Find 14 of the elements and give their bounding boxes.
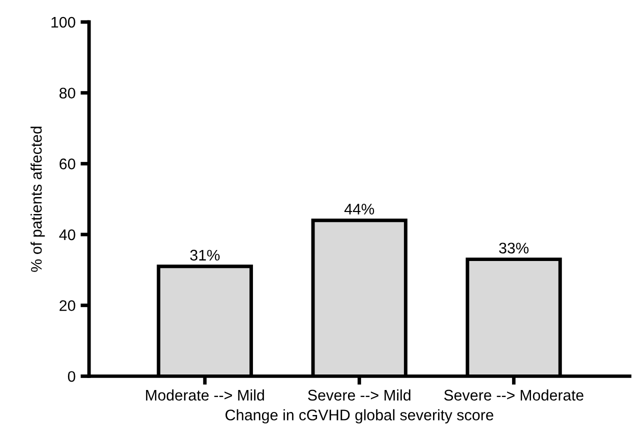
y-tick-label: 100 [52,16,76,28]
x-axis-title: Change in cGVHD global severity score [226,409,494,424]
y-tick-label: 60 [60,158,76,170]
y-tick-label: 80 [60,88,76,99]
data-label: 33% [499,242,529,254]
data-label: 44% [344,204,374,214]
y-axis-title: % of patients affected [30,126,45,272]
y-tick-label: 40 [59,229,76,240]
data-label: 31% [190,250,220,261]
y-tick-label: 0 [68,371,76,382]
x-tick-label: Severe --> Mild [308,389,410,401]
x-tick-label: Severe --> Moderate [444,389,584,401]
x-tick-label: Moderate --> Mild [146,389,264,401]
y-tick-label: 20 [60,300,76,312]
